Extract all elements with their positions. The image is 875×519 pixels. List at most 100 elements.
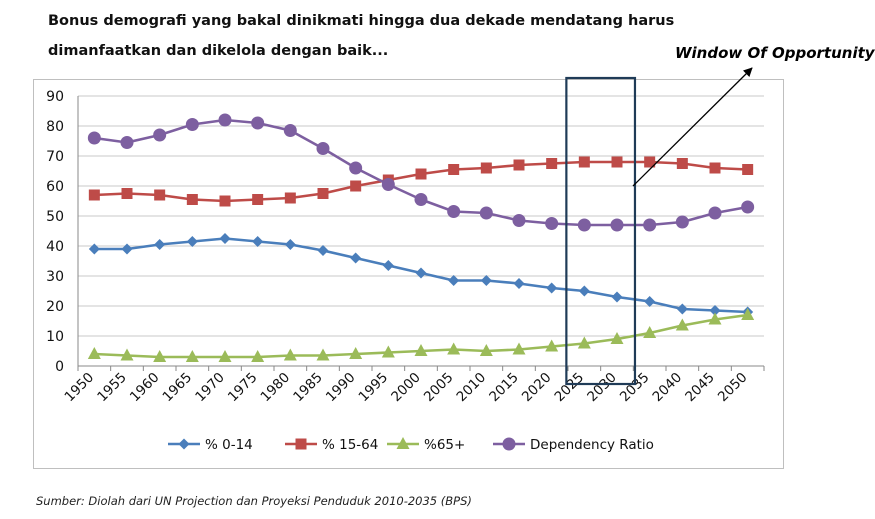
- data-point-0-14: [578, 285, 590, 297]
- data-point-15-64: [480, 162, 492, 174]
- data-point-15-64: [284, 192, 296, 204]
- data-point-0-14: [219, 233, 231, 244]
- x-tick-label: 2020: [519, 370, 555, 406]
- data-point-0-14: [611, 291, 623, 303]
- data-point-15-64: [546, 158, 558, 169]
- data-point-dependency-ratio: [381, 178, 395, 191]
- data-point-65: [120, 348, 134, 361]
- x-tick-label: 1965: [160, 370, 196, 406]
- data-point-15-64: [154, 189, 166, 201]
- y-tick-label: 60: [46, 179, 64, 195]
- y-tick-label: 0: [55, 359, 64, 375]
- x-tick-label: 1985: [290, 370, 326, 406]
- data-point-dependency-ratio: [283, 124, 297, 137]
- y-tick-label: 50: [46, 209, 64, 225]
- y-tick-label: 80: [46, 119, 64, 135]
- data-point-dependency-ratio: [414, 193, 428, 206]
- x-tick-label: 1960: [127, 370, 163, 406]
- data-point-15-64: [88, 189, 100, 201]
- headline-line-2: dimanfaatkan dan dikelola dengan baik...: [48, 43, 389, 59]
- data-point-65: [479, 344, 493, 356]
- data-point-0-14: [448, 275, 460, 286]
- data-point-0-14: [186, 236, 198, 247]
- data-point-0-14: [382, 260, 394, 271]
- legend-label-dependency-ratio: Dependency Ratio: [530, 437, 654, 453]
- data-point-0-14: [676, 303, 688, 315]
- data-point-dependency-ratio: [610, 218, 624, 232]
- legend-marker-0-14: [178, 438, 190, 450]
- data-point-0-14: [513, 278, 525, 289]
- data-point-0-14: [121, 243, 133, 255]
- data-point-0-14: [709, 305, 721, 316]
- data-point-65: [185, 350, 199, 362]
- data-point-65: [349, 347, 363, 359]
- x-tick-label: 2025: [552, 370, 588, 406]
- data-point-65: [218, 350, 232, 362]
- annotation-arrow: [632, 67, 753, 187]
- headline-line-1: Bonus demografi yang bakal dinikmati hin…: [48, 13, 675, 29]
- data-point-65: [381, 345, 395, 358]
- data-point-0-14: [350, 252, 362, 264]
- data-point-15-64: [350, 180, 362, 192]
- legend-marker-65: [396, 437, 410, 449]
- data-point-dependency-ratio: [479, 206, 493, 220]
- data-point-dependency-ratio: [218, 113, 232, 127]
- data-point-dependency-ratio: [185, 118, 199, 131]
- data-point-dependency-ratio: [675, 215, 689, 229]
- x-tick-label: 2030: [584, 370, 620, 406]
- data-point-15-64: [742, 164, 754, 175]
- legend-marker-dependency-ratio: [502, 437, 516, 451]
- x-tick-label: 1995: [356, 370, 392, 406]
- data-point-65: [741, 308, 755, 320]
- data-point-dependency-ratio: [741, 200, 755, 214]
- data-point-0-14: [88, 243, 100, 255]
- legend-label-65: %65+: [424, 437, 465, 453]
- data-point-65: [610, 332, 624, 344]
- x-tick-label: 2015: [486, 370, 522, 406]
- data-point-15-64: [578, 156, 590, 168]
- data-point-0-14: [415, 267, 427, 279]
- x-tick-label: 1975: [225, 370, 261, 406]
- data-point-15-64: [644, 156, 656, 168]
- data-point-dependency-ratio: [512, 214, 526, 227]
- data-point-0-14: [546, 282, 558, 294]
- data-point-0-14: [480, 275, 492, 286]
- window-highlight-box: [565, 76, 637, 386]
- data-point-15-64: [252, 194, 264, 205]
- data-point-dependency-ratio: [87, 131, 101, 145]
- y-tick-label: 10: [46, 329, 64, 345]
- data-point-65: [251, 350, 265, 362]
- data-point-65: [447, 342, 461, 355]
- data-point-15-64: [513, 159, 525, 171]
- y-tick-label: 90: [46, 89, 64, 105]
- data-point-65: [577, 336, 591, 349]
- data-point-65: [708, 312, 722, 325]
- data-point-15-64: [709, 162, 721, 174]
- data-point-15-64: [448, 164, 460, 175]
- data-point-65: [316, 348, 330, 361]
- x-tick-label: 1955: [94, 370, 130, 406]
- data-point-dependency-ratio: [251, 116, 265, 130]
- source-note: Sumber: Diolah dari UN Projection dan Pr…: [36, 494, 472, 508]
- data-point-0-14: [317, 245, 329, 256]
- data-point-65: [545, 339, 559, 352]
- data-point-15-64: [121, 188, 133, 199]
- headline: Bonus demografi yang bakal dinikmati hin…: [48, 6, 688, 66]
- data-point-65: [87, 347, 101, 359]
- chart-frame: [33, 79, 784, 469]
- data-point-dependency-ratio: [708, 206, 722, 220]
- x-tick-label: 2010: [454, 370, 490, 406]
- data-point-65: [675, 318, 689, 331]
- data-point-65: [512, 342, 526, 355]
- data-point-0-14: [252, 236, 264, 247]
- data-point-dependency-ratio: [153, 128, 167, 142]
- data-point-dependency-ratio: [120, 136, 134, 149]
- x-tick-label: 2005: [421, 370, 457, 406]
- y-tick-label: 40: [46, 239, 64, 255]
- data-point-dependency-ratio: [643, 218, 657, 232]
- data-point-0-14: [154, 239, 166, 250]
- x-tick-label: 1980: [258, 370, 294, 406]
- y-tick-label: 70: [46, 149, 64, 165]
- legend-label-15-64: % 15-64: [322, 437, 378, 453]
